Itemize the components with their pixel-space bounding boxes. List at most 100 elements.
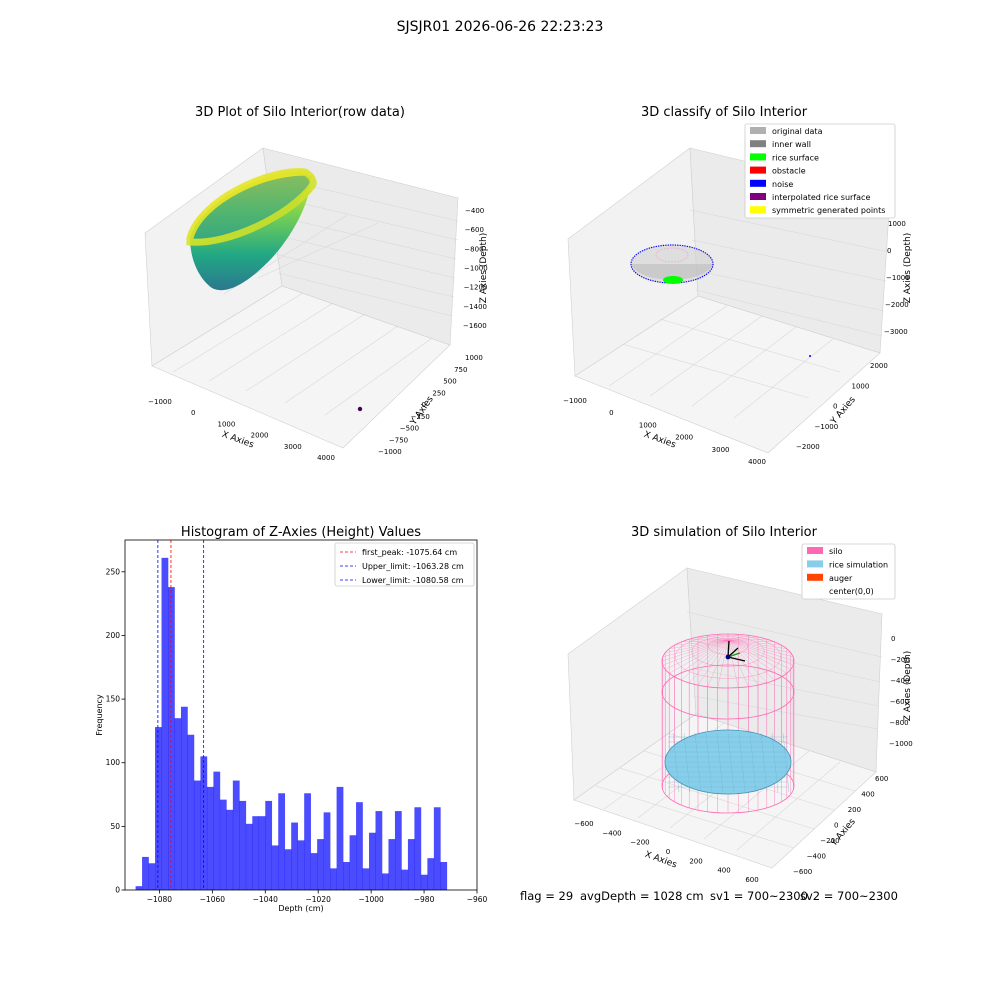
histogram-bar <box>297 840 305 890</box>
panel-2-x-tick: 0 <box>609 409 613 417</box>
histogram-bar <box>343 862 350 890</box>
panel-2-y-tick: −2000 <box>796 443 820 451</box>
panel-4-y-tick: 0 <box>834 822 838 830</box>
panel-2-x-tick: 4000 <box>748 458 766 466</box>
panel-1-z-tick: −1200 <box>464 284 488 292</box>
histogram-bar <box>168 587 175 890</box>
legend-swatch <box>750 153 766 161</box>
histogram-bar <box>226 809 234 890</box>
panel-4-z-tick: −1000 <box>889 740 913 748</box>
panel-4-y-tick: 400 <box>861 791 874 799</box>
legend-label: Upper_limit: -1063.28 cm <box>362 562 464 571</box>
panel-4-y-tick: 600 <box>875 775 888 783</box>
panel-4-center-marker <box>725 640 746 662</box>
histogram-ylabel: Frequency <box>95 694 104 736</box>
panel-2-z-tick: 0 <box>887 247 891 255</box>
histogram-y-tick: 200 <box>106 631 121 640</box>
legend-label: rice simulation <box>829 560 888 569</box>
histogram-bar <box>414 807 422 890</box>
panel-2-title: 3D classify of Silo Interior <box>641 105 808 120</box>
panel-1-x-tick: 3000 <box>284 443 302 451</box>
legend-label: inner wall <box>772 140 811 149</box>
histogram-y-ticks: 0 50 100 150 200 250 <box>106 567 125 895</box>
legend-label: Lower_limit: -1080.58 cm <box>362 576 464 585</box>
status-line: flag = 29 avgDepth = 1028 cm sv1 = 700~2… <box>520 889 898 903</box>
panel-2-x-tick: 2000 <box>675 434 693 442</box>
panel-2-x-tick: −1000 <box>563 397 587 405</box>
status-sv2: sv2 = 700~2300 <box>800 889 898 903</box>
histogram-bar <box>174 718 182 890</box>
histogram-x-tick: −1040 <box>253 895 279 904</box>
legend-swatch <box>750 166 766 174</box>
histogram-bar <box>187 734 195 890</box>
panel-1-y-tick: 1000 <box>465 354 483 362</box>
panel-4-z-tick: −400 <box>890 677 909 685</box>
panel-2-point-cloud <box>630 244 811 357</box>
panel-4-title: 3D simulation of Silo Interior <box>631 525 818 540</box>
legend-label: original data <box>772 127 823 136</box>
panel-4-legend: silo rice simulation auger center(0,0) <box>801 543 896 600</box>
panel-2-y-tick: 2000 <box>870 362 888 370</box>
panel-1-y-tick: −1000 <box>378 448 402 456</box>
histogram-x-tick: −1020 <box>306 895 332 904</box>
legend-label: obstacle <box>772 167 806 176</box>
panel-1-y-tick: 750 <box>454 366 467 374</box>
histogram-bar <box>180 706 188 890</box>
legend-swatch <box>750 127 766 134</box>
histogram-x-tick: −1000 <box>358 895 384 904</box>
panel-2-ylabel: Y Axies <box>829 395 858 427</box>
histogram-bar <box>219 799 227 890</box>
panel-1-x-tick: −1000 <box>148 398 172 406</box>
panel-simulation-3d: 3D simulation of Silo Interior −6 <box>567 525 913 884</box>
panel-1-y-tick: 500 <box>443 378 456 386</box>
histogram-bar <box>193 780 201 890</box>
panel-2-ticks: −1000 0 1000 2000 3000 4000 −2000 −1000 0 1000 200… <box>563 220 910 466</box>
status-avg-depth: avgDepth = 1028 cm <box>580 889 704 903</box>
status-flag: flag = 29 <box>520 889 573 903</box>
panel-1-y-tick: 0 <box>422 401 426 409</box>
panel-1-x-tick: 4000 <box>317 454 335 462</box>
legend-label: interpolated rice surface <box>772 193 870 202</box>
panel-2-y-tick: −1000 <box>815 423 839 431</box>
panel-2-xlabel: X Axies <box>642 430 677 451</box>
legend-label: rice surface <box>772 153 819 162</box>
histogram-bar <box>362 868 370 890</box>
histogram-y-tick: 0 <box>115 886 120 895</box>
panel-4-x-tick: 600 <box>745 876 758 884</box>
panel-4-x-tick: 0 <box>666 848 670 856</box>
panel-1-x-tick: 0 <box>191 409 195 417</box>
histogram-bar <box>291 822 298 890</box>
panel-2-z-tick: −3000 <box>884 328 908 336</box>
panel-1-y-tick: −750 <box>389 436 408 444</box>
histogram-bar <box>336 786 344 890</box>
panel-2-z-tick: −2000 <box>885 301 909 309</box>
panel-2-x-tick: 3000 <box>712 446 730 454</box>
panel-2-x-tick: 1000 <box>639 421 657 429</box>
panel-4-y-tick: −600 <box>793 868 812 876</box>
histogram-bar <box>271 845 279 890</box>
legend-label: center(0,0) <box>829 587 874 596</box>
histogram-bar <box>278 793 286 890</box>
histogram-bars <box>135 557 448 890</box>
histogram-bar <box>401 869 409 890</box>
histogram-bar <box>245 823 253 890</box>
histogram-y-tick: 50 <box>110 822 120 831</box>
histogram-x-tick: −1080 <box>147 895 173 904</box>
histogram-x-tick: −980 <box>414 895 435 904</box>
panel-1-z-tick: −1000 <box>464 265 488 273</box>
panel-1-title: 3D Plot of Silo Interior(row data) <box>195 105 405 120</box>
panel-2-z-tick: −1000 <box>886 274 910 282</box>
panel-4-axes-box <box>567 567 883 869</box>
panel-4-x-tick: −200 <box>630 839 649 847</box>
panel-1-z-tick: −400 <box>465 207 484 215</box>
legend-swatch <box>750 206 766 214</box>
histogram-bar <box>433 807 441 890</box>
panel-1-z-tick: −600 <box>465 226 484 234</box>
panel-4-y-tick: 200 <box>848 806 861 814</box>
histogram-bar <box>213 771 221 890</box>
panel-4-z-tick: 0 <box>891 635 895 643</box>
histogram-bar <box>440 862 448 890</box>
legend-label: noise <box>772 180 793 189</box>
histogram-bar <box>388 839 396 890</box>
